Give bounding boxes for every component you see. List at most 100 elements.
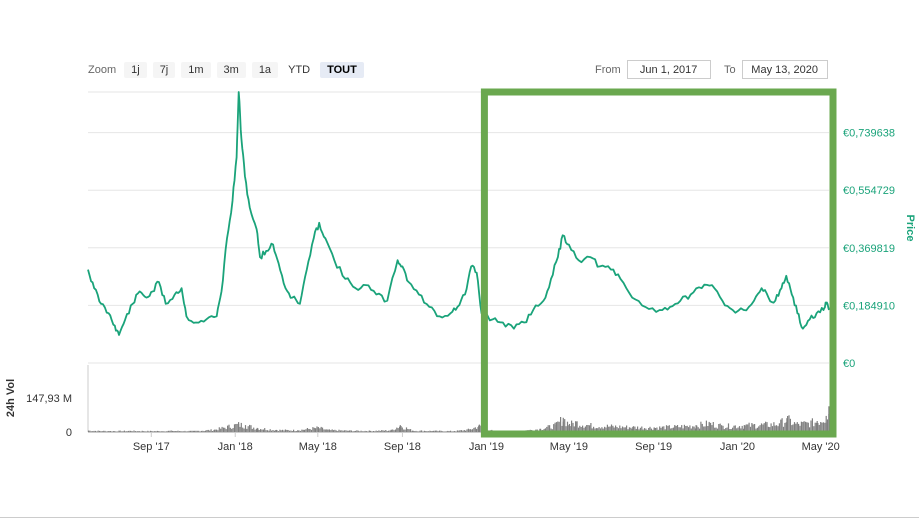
volume-bar — [123, 430, 125, 432]
volume-bar — [254, 429, 256, 432]
volume-bar — [315, 428, 317, 432]
y-tick-label: €0,554729 — [843, 185, 895, 197]
volume-bar — [447, 430, 449, 432]
volume-bar — [185, 431, 187, 432]
volume-bar — [192, 430, 194, 432]
volume-bar — [176, 431, 178, 432]
volume-bar — [650, 428, 652, 432]
volume-bar — [266, 430, 269, 432]
volume-bar — [97, 430, 99, 432]
volume-bar — [734, 425, 736, 432]
zoom-button-1m[interactable]: 1m — [181, 62, 211, 78]
volume-bar — [749, 426, 752, 432]
zoom-button-1j[interactable]: 1j — [124, 62, 147, 78]
volume-bar — [404, 429, 406, 432]
volume-bar — [101, 431, 103, 432]
volume-bar — [604, 426, 606, 432]
volume-bar — [469, 429, 472, 432]
y-tick-label: €0 — [843, 358, 855, 370]
volume-bar — [605, 427, 607, 432]
zoom-button-3m[interactable]: 3m — [216, 62, 246, 78]
volume-bar — [800, 421, 802, 432]
volume-bar — [654, 428, 657, 432]
volume-bar — [595, 428, 597, 432]
volume-bar — [639, 427, 641, 432]
volume-bar — [147, 430, 149, 432]
volume-bar — [394, 429, 397, 432]
volume-bar — [96, 431, 98, 432]
volume-bar — [632, 426, 634, 432]
volume-bar — [653, 427, 655, 432]
volume-bar — [211, 431, 213, 432]
volume-bar — [94, 430, 97, 432]
volume-bar — [148, 431, 150, 432]
volume-bar — [240, 422, 242, 432]
volume-bar — [144, 431, 146, 432]
zoom-button-7j[interactable]: 7j — [152, 62, 176, 78]
volume-bar — [721, 425, 723, 432]
volume-bar — [659, 426, 661, 432]
volume-bar — [547, 425, 549, 432]
volume-bar — [558, 421, 560, 432]
volume-bar — [822, 422, 824, 432]
volume-bar — [118, 430, 120, 432]
x-tick-label: Jan '19 — [469, 441, 504, 453]
volume-bar — [388, 430, 390, 432]
highlight-box — [480, 88, 837, 438]
volume-bar — [474, 427, 476, 432]
y-axis-title: Price — [904, 215, 916, 242]
volume-bar — [791, 425, 793, 432]
volume-bar — [276, 430, 278, 432]
x-tick-labels: Sep '17 Jan '18 May '18 Sep '18 Jan '19 May '… — [133, 432, 840, 453]
zoom-button-tout[interactable]: TOUT — [320, 62, 364, 78]
volume-bar — [396, 427, 398, 432]
volume-bar — [789, 418, 791, 432]
volume-bar — [782, 426, 785, 432]
volume-bar — [191, 430, 193, 432]
zoom-button-ytd[interactable]: YTD — [288, 64, 311, 76]
to-date-input[interactable] — [741, 60, 828, 79]
volume-bar — [159, 431, 161, 432]
volume-bar — [273, 430, 275, 432]
volume-bar — [416, 431, 419, 432]
volume-bar — [766, 422, 768, 432]
volume-bar — [246, 428, 248, 432]
x-tick-label: May '20 — [802, 441, 840, 453]
volume-bar — [242, 427, 244, 432]
volume-bar — [228, 424, 230, 432]
volume-bar — [328, 429, 330, 432]
volume-bar — [184, 430, 186, 432]
zoom-buttons: 1j 7j 1m 3m 1a YTD TOUT — [124, 62, 370, 78]
volume-bar — [613, 427, 615, 432]
volume-bar — [550, 428, 552, 432]
volume-bar — [400, 426, 402, 432]
volume-bar — [774, 425, 776, 432]
volume-bar — [317, 427, 319, 432]
volume-bar — [271, 430, 273, 432]
volume-bar — [432, 430, 434, 432]
volume-bar — [695, 425, 697, 432]
volume-bar — [752, 424, 754, 432]
volume-bar — [597, 428, 599, 432]
volume-bar — [218, 427, 220, 432]
volume-bar — [685, 426, 687, 432]
volume-bar — [390, 430, 392, 432]
from-date-input[interactable] — [626, 60, 711, 79]
volume-bar — [722, 425, 724, 432]
volume-bar — [795, 423, 797, 432]
volume-bar — [688, 427, 690, 432]
volume-bar — [116, 431, 119, 432]
volume-bar — [350, 430, 352, 432]
volume-bar — [371, 431, 373, 432]
volume-bar — [320, 426, 322, 432]
volume-bar — [609, 426, 611, 432]
volume-bar — [397, 428, 399, 432]
volume-bar — [478, 425, 480, 432]
volume-bar — [599, 428, 602, 432]
volume-bar — [236, 423, 238, 432]
zoom-button-1a[interactable]: 1a — [251, 62, 279, 78]
volume-bar — [762, 424, 764, 432]
volume-bar — [121, 431, 123, 432]
volume-bar — [375, 430, 377, 432]
volume-bar — [334, 429, 336, 432]
